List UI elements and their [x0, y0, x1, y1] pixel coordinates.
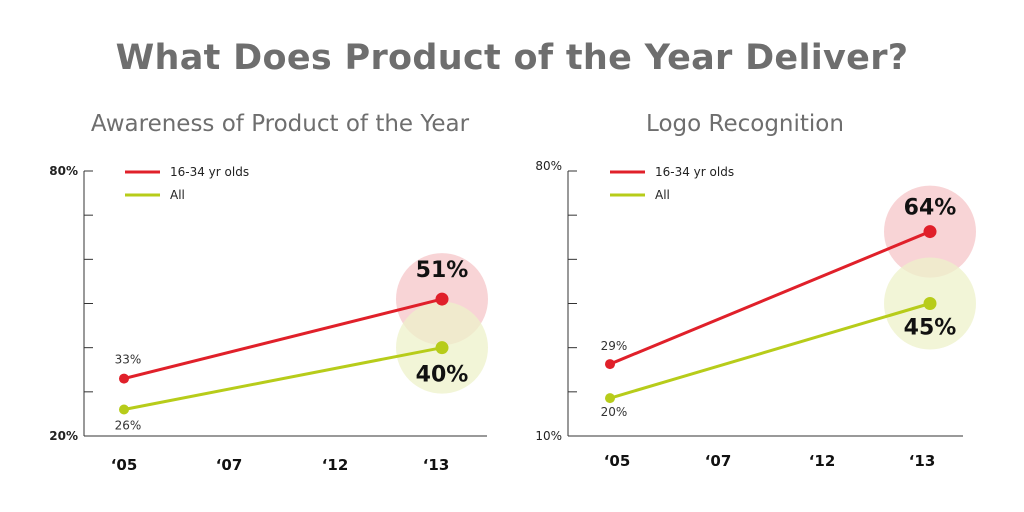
series-line-youth — [609, 230, 931, 366]
data-point-youth-05 — [605, 359, 615, 370]
x-tick-label: ‘12 — [809, 452, 836, 470]
data-label-youth-05: 29% — [601, 339, 628, 353]
y-tick-label-top: 80% — [49, 164, 78, 178]
x-tick-label: ‘13 — [909, 452, 936, 470]
x-tick-label: ‘07 — [216, 456, 243, 474]
legend-label-youth: 16-34 yr olds — [655, 165, 734, 179]
y-axis-minor-ticks — [568, 214, 577, 393]
legend-label-youth: 16-34 yr olds — [170, 165, 249, 179]
data-point-all-13 — [435, 341, 449, 355]
x-tick-label: ‘05 — [604, 452, 631, 470]
series-line-all — [123, 346, 443, 411]
series-line-all — [609, 302, 931, 400]
chart-title: Awareness of Product of the Year — [91, 111, 470, 137]
x-tick-label: ‘05 — [111, 456, 138, 474]
series-line-youth — [123, 297, 443, 381]
legend-label-all: All — [170, 188, 185, 202]
data-label-all-05: 26% — [115, 419, 142, 433]
data-label-all-13: 40% — [416, 363, 469, 388]
data-point-all-05 — [119, 404, 129, 415]
legend: 16-34 yr olds All — [125, 165, 249, 202]
x-tick-label: ‘12 — [322, 456, 349, 474]
data-label-youth-05: 33% — [115, 353, 142, 367]
data-label-all-13: 45% — [904, 316, 957, 341]
x-tick-label: ‘07 — [705, 452, 732, 470]
data-point-all-13 — [923, 297, 937, 310]
data-label-all-05: 20% — [601, 405, 628, 419]
page-title: What Does Product of the Year Deliver? — [115, 38, 909, 78]
chart-title: Logo Recognition — [646, 111, 844, 137]
data-label-youth-13: 51% — [416, 258, 469, 283]
y-tick-label-bottom: 20% — [49, 429, 78, 443]
data-point-youth-13 — [923, 225, 937, 239]
chart-logo-recognition: Logo Recognition 80% 10% ‘05 ‘07 ‘12 ‘13… — [535, 111, 976, 470]
x-tick-label: ‘13 — [423, 456, 450, 474]
legend-label-all: All — [655, 188, 670, 202]
data-point-youth-13 — [435, 292, 449, 306]
y-axis-minor-ticks — [84, 214, 93, 393]
data-point-all-05 — [605, 393, 615, 404]
y-tick-label-bottom: 10% — [535, 429, 562, 443]
chart-awareness: Awareness of Product of the Year 80% 20%… — [49, 111, 488, 474]
y-tick-label-top: 80% — [535, 159, 562, 173]
legend: 16-34 yr olds All — [610, 165, 734, 202]
data-point-youth-05 — [119, 373, 129, 384]
data-label-youth-13: 64% — [904, 196, 957, 221]
